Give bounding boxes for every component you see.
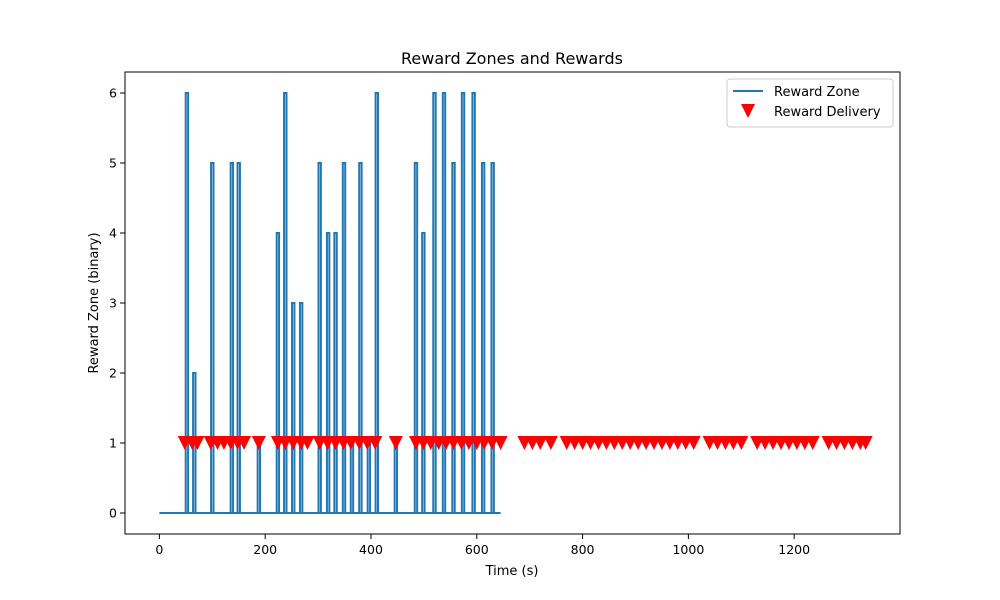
reward-delivery-marker [543, 436, 558, 450]
x-tick-label: 0 [155, 542, 163, 557]
reward-delivery-marker [237, 436, 252, 450]
reward-zone-spike [317, 162, 322, 513]
reward-zone-spike [471, 92, 476, 513]
reward-delivery-marker [858, 436, 873, 450]
y-axis-label: Reward Zone (binary) [87, 232, 102, 373]
reward-delivery-marker [388, 436, 403, 450]
reward-delivery-marker [493, 436, 508, 450]
reward-zone-spike [325, 232, 331, 513]
reward-delivery-marker [686, 436, 701, 450]
legend-marker-swatch [741, 104, 755, 118]
reward-delivery-marker [368, 436, 383, 450]
reward-zone-spike [358, 162, 363, 513]
reward-delivery-marker [805, 436, 820, 450]
reward-zone-spike [184, 92, 190, 513]
reward-zone-spike [374, 92, 380, 513]
legend: Reward Zone Reward Delivery [726, 78, 894, 128]
y-axis-ticks: 0 1 2 3 4 5 6 [109, 86, 125, 521]
reward-delivery-marker [251, 436, 266, 450]
plot-area [124, 71, 901, 535]
reward-delivery-marker [190, 436, 205, 450]
y-tick-label: 5 [109, 156, 117, 171]
series-layer [159, 92, 873, 514]
reward-delivery-marker [300, 436, 315, 450]
reward-zone-spike [283, 92, 288, 513]
y-tick-label: 6 [109, 86, 117, 101]
reward-zone-spike [421, 232, 426, 513]
reward-zone-spike [333, 232, 338, 513]
reward-zone-spike [210, 162, 215, 513]
reward-delivery-marker [734, 436, 749, 450]
x-tick-label: 1200 [778, 542, 810, 557]
reward-zone-spike [451, 162, 456, 513]
x-tick-label: 800 [571, 542, 595, 557]
y-tick-label: 0 [109, 506, 117, 521]
x-axis-ticks: 0 200 400 600 800 1000 1200 [155, 534, 810, 557]
y-tick-label: 4 [109, 226, 117, 241]
y-tick-label: 3 [109, 296, 117, 311]
y-tick-label: 2 [109, 366, 117, 381]
reward-zone-spike [432, 92, 437, 513]
legend-label-reward-zone: Reward Zone [774, 85, 860, 100]
x-tick-label: 1000 [672, 542, 704, 557]
legend-label-reward-delivery: Reward Delivery [774, 105, 881, 120]
legend-box [726, 78, 894, 128]
reward-zone-spike [275, 232, 281, 513]
reward-zone-spike [413, 162, 419, 513]
x-axis-label: Time (s) [485, 564, 539, 579]
reward-zone-spike [298, 302, 304, 513]
chart-title: Reward Zones and Rewards [401, 49, 623, 68]
reward-zone-spike [460, 92, 466, 513]
x-tick-label: 400 [359, 542, 383, 557]
reward-zone-spike [341, 162, 347, 513]
reward-delivery-marker [533, 436, 548, 450]
reward-zone-spike [490, 162, 495, 513]
reward-zone-spike [480, 162, 486, 513]
reward-zone-spike [441, 92, 447, 513]
reward-zone-spike [236, 162, 241, 513]
y-tick-label: 1 [109, 436, 117, 451]
reward-zone-spike [229, 162, 235, 513]
x-tick-label: 200 [253, 542, 277, 557]
x-tick-label: 600 [465, 542, 489, 557]
reward-zone-spike [291, 302, 296, 513]
